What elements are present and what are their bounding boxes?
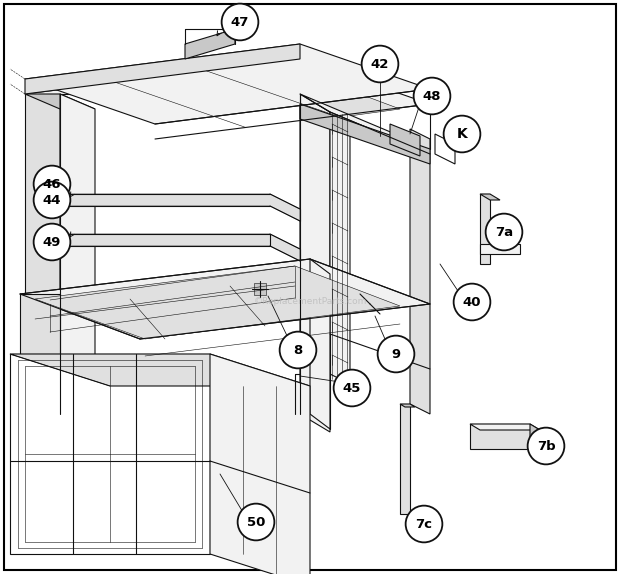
Polygon shape (310, 259, 330, 429)
Circle shape (334, 370, 370, 406)
Circle shape (485, 214, 523, 250)
Text: 42: 42 (371, 57, 389, 71)
Polygon shape (185, 29, 235, 59)
Text: 7a: 7a (495, 226, 513, 239)
Polygon shape (40, 66, 400, 142)
Polygon shape (480, 194, 500, 200)
Polygon shape (400, 404, 415, 407)
Polygon shape (35, 266, 400, 339)
Polygon shape (435, 134, 455, 164)
Text: 49: 49 (43, 235, 61, 249)
Polygon shape (390, 124, 420, 156)
Circle shape (33, 224, 70, 261)
Text: 50: 50 (247, 515, 265, 529)
Text: 8: 8 (293, 343, 303, 356)
Polygon shape (20, 259, 430, 339)
Polygon shape (470, 424, 530, 449)
Text: 40: 40 (463, 296, 481, 308)
Polygon shape (10, 354, 310, 386)
Circle shape (33, 166, 70, 203)
Circle shape (378, 336, 414, 373)
Polygon shape (210, 354, 310, 574)
Polygon shape (300, 94, 430, 154)
Circle shape (221, 3, 259, 40)
Text: 44: 44 (43, 193, 61, 207)
Circle shape (237, 503, 275, 540)
Polygon shape (530, 424, 540, 455)
Polygon shape (300, 104, 430, 164)
Circle shape (414, 77, 450, 114)
Polygon shape (25, 94, 60, 414)
Polygon shape (60, 194, 300, 221)
Text: 7c: 7c (415, 518, 433, 530)
Circle shape (280, 332, 316, 369)
Polygon shape (470, 424, 540, 430)
Polygon shape (20, 294, 60, 414)
Circle shape (405, 506, 442, 542)
Polygon shape (60, 94, 300, 414)
Text: 46: 46 (43, 177, 61, 191)
Circle shape (33, 181, 70, 218)
Circle shape (361, 45, 399, 82)
Polygon shape (60, 234, 300, 261)
Text: 48: 48 (423, 90, 441, 103)
Polygon shape (25, 44, 300, 94)
Circle shape (454, 284, 490, 320)
Text: 9: 9 (391, 347, 401, 360)
Circle shape (528, 428, 564, 464)
Polygon shape (60, 94, 95, 429)
Polygon shape (410, 129, 430, 414)
Polygon shape (25, 44, 430, 124)
Text: 47: 47 (231, 15, 249, 29)
Polygon shape (25, 59, 430, 139)
Polygon shape (10, 354, 210, 554)
Polygon shape (300, 94, 330, 432)
Polygon shape (330, 109, 350, 384)
Text: 7b: 7b (537, 440, 556, 452)
Polygon shape (254, 283, 266, 295)
Polygon shape (480, 244, 520, 254)
Text: ©ReplacementParts.com: ©ReplacementParts.com (254, 297, 366, 307)
Text: 45: 45 (343, 382, 361, 394)
Polygon shape (400, 404, 410, 514)
Polygon shape (480, 194, 490, 264)
Text: K: K (456, 127, 467, 141)
Polygon shape (25, 94, 95, 109)
Circle shape (444, 115, 480, 152)
